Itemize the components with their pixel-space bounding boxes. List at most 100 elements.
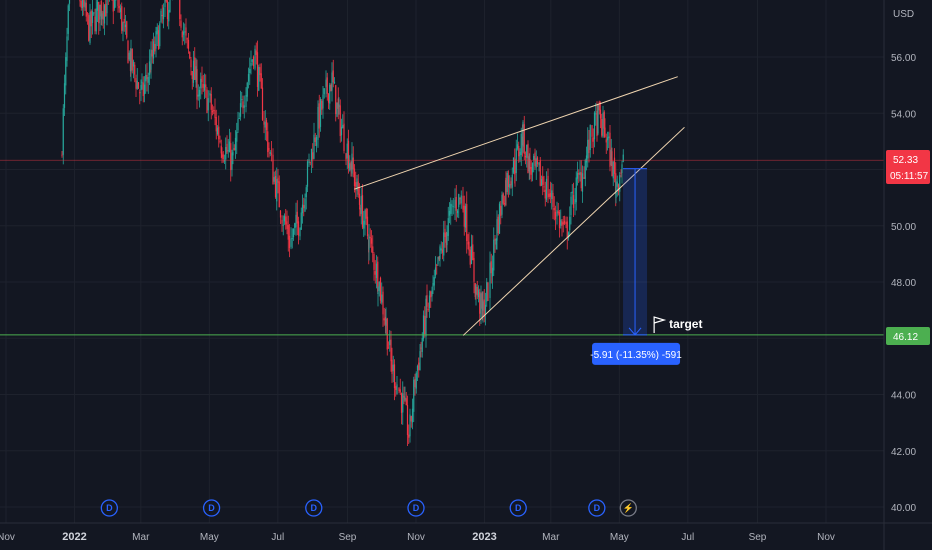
candle-body: [497, 216, 499, 234]
candle-body: [306, 161, 309, 187]
candle-body: [530, 166, 532, 175]
candle-body: [575, 177, 577, 203]
candle-body: [322, 94, 324, 109]
candle-body: [290, 238, 292, 247]
candle-body: [115, 0, 117, 1]
candle-body: [81, 0, 84, 9]
candle-body: [426, 295, 428, 307]
candle-body: [462, 195, 464, 210]
candle-body: [338, 104, 340, 107]
candle-body: [511, 174, 513, 188]
candle-body: [436, 264, 438, 266]
candle-body: [515, 148, 517, 174]
candle-body: [561, 221, 563, 226]
candle-body: [272, 154, 274, 185]
candle-body: [137, 82, 140, 89]
candle-body: [270, 153, 273, 155]
candle-body: [466, 204, 468, 242]
candle-body: [486, 282, 488, 302]
candle-body: [326, 77, 328, 94]
candle-body: [313, 134, 315, 159]
candle-body: [85, 2, 87, 17]
dividend-marker: [407, 499, 425, 517]
candle-body: [136, 80, 138, 89]
candle-body: [428, 295, 431, 308]
candle-body: [567, 232, 570, 238]
candle-body: [242, 101, 244, 109]
candle-body: [460, 195, 462, 204]
candle-body: [395, 386, 397, 390]
candle-body: [414, 379, 416, 388]
candle-body: [490, 261, 492, 274]
candle-body: [121, 6, 123, 31]
candle-body: [576, 173, 579, 179]
candle-body: [419, 351, 421, 371]
candle-body: [237, 119, 239, 131]
candle-body: [308, 159, 310, 164]
x-tick-label: Nov: [817, 532, 835, 543]
candle-body: [157, 30, 160, 50]
candle-body: [327, 93, 330, 103]
candle-body: [297, 221, 300, 236]
candle-body: [612, 161, 614, 179]
candle-body: [325, 79, 327, 87]
candle-body: [356, 178, 358, 191]
candle-body: [536, 157, 539, 165]
candle-body: [424, 315, 426, 335]
candle-body: [422, 315, 425, 339]
candle-body: [205, 84, 207, 88]
candle-body: [98, 1, 100, 24]
candle-body: [403, 395, 405, 398]
candle-body: [294, 223, 296, 228]
y-tick-label: 44.00: [891, 391, 916, 402]
candle-body: [267, 131, 269, 153]
candle-body: [433, 277, 435, 286]
candle-body: [228, 141, 231, 153]
candle-body: [84, 1, 86, 8]
candle-body: [510, 181, 512, 186]
candle-body: [450, 203, 452, 214]
candle-body: [123, 18, 125, 24]
candle-body: [572, 195, 575, 208]
candle-body: [501, 194, 503, 215]
candle-body: [131, 48, 133, 71]
candle-body: [390, 339, 392, 362]
candle-body: [596, 110, 598, 137]
y-tick-label: 42.00: [891, 447, 916, 458]
event-label: D: [515, 503, 522, 513]
candle-body: [601, 119, 603, 136]
candle-body: [102, 11, 104, 20]
candle-body: [518, 146, 520, 157]
candle-body: [105, 3, 107, 17]
candle-body: [300, 212, 302, 230]
candle-body: [342, 125, 344, 129]
candle-body: [185, 27, 187, 36]
candle-body: [355, 182, 357, 187]
candle-body: [421, 338, 423, 353]
candle-body: [610, 149, 612, 166]
candle-body: [446, 232, 448, 246]
candle-body: [377, 261, 379, 292]
candle-body: [569, 216, 571, 231]
candle-body: [347, 140, 350, 168]
candle-body: [440, 248, 442, 251]
candle-body: [252, 56, 255, 67]
candle-body: [150, 49, 152, 70]
candle-body: [241, 99, 243, 101]
candle-body: [283, 215, 286, 222]
candle-body: [611, 151, 613, 177]
candle-body: [430, 291, 432, 298]
candle-body: [547, 175, 549, 198]
candle-body: [606, 137, 609, 141]
candle-body: [335, 85, 337, 115]
candle-body: [391, 359, 393, 374]
candle-body: [597, 105, 599, 134]
candle-body: [288, 235, 291, 249]
candle-body: [507, 175, 510, 187]
candle-body: [619, 175, 621, 192]
candle-body: [196, 69, 198, 100]
candle-body: [554, 211, 557, 220]
measure-arrow: [628, 327, 642, 336]
candle-body: [201, 76, 203, 83]
